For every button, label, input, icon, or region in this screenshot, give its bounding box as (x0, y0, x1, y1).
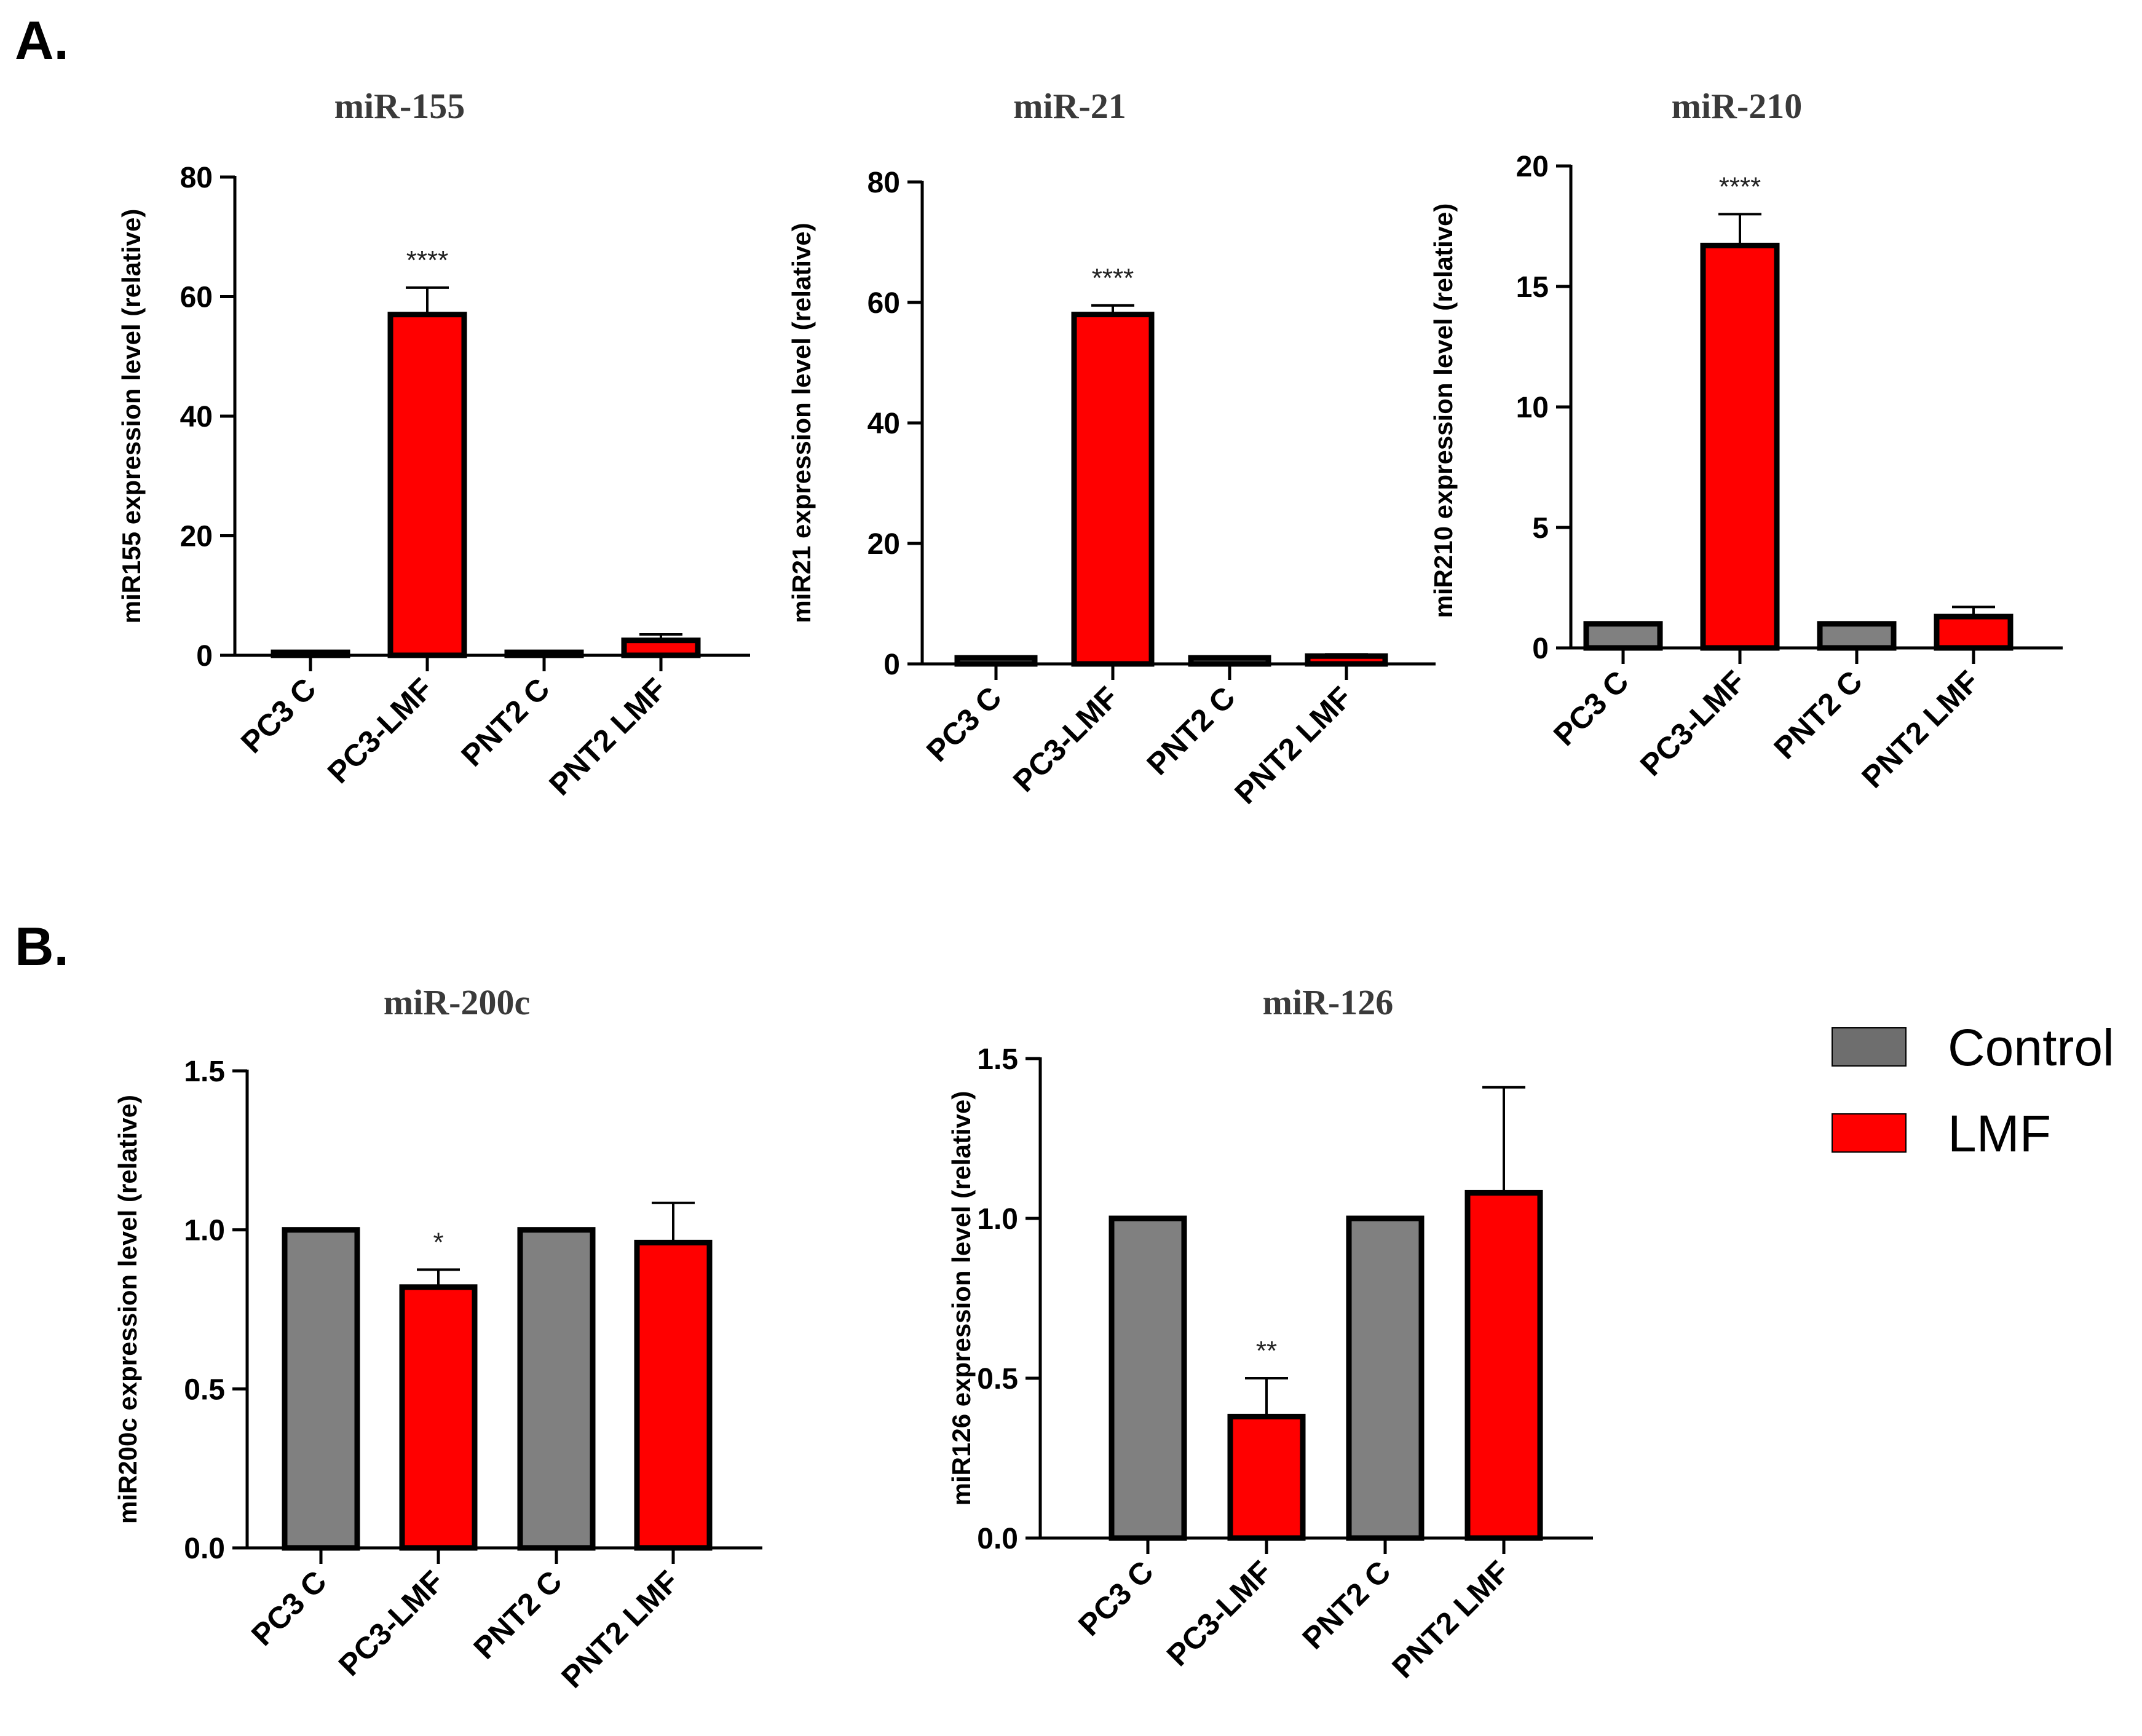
y-tick-label: 60 (180, 282, 213, 314)
bar-pnt2-c (1817, 621, 1897, 651)
y-tick-label: 1.0 (184, 1215, 225, 1247)
y-tick-label: 20 (1516, 151, 1549, 183)
y-tick-label: 0 (883, 649, 900, 681)
bar-pnt2-lmf (1464, 1190, 1543, 1541)
x-tick-label: PNT2 LMF (1228, 680, 1358, 810)
chart-mir-21: miR-21 miR21 expression level (relative) *… (787, 86, 1436, 811)
chart-mir-126: miR-126 miR126 expression level (relative… (947, 982, 1593, 1685)
bar-pnt2-lmf (621, 637, 701, 658)
legend-swatch-lmf (1832, 1113, 1907, 1153)
y-tick-label: 1.5 (977, 1043, 1018, 1076)
chart-title: miR-155 (334, 86, 465, 126)
significance-marker: **** (406, 245, 449, 275)
bar-pnt2-lmf (634, 1239, 713, 1551)
y-tick-label: 1.0 (977, 1203, 1018, 1236)
chart-title: miR-21 (1013, 86, 1126, 126)
y-tick-label: 0.5 (977, 1363, 1018, 1395)
chart-title: miR-200c (384, 982, 530, 1022)
significance-marker: **** (1092, 263, 1134, 293)
x-tick-label: PNT2 C (1295, 1554, 1397, 1655)
bar-pnt2-c (1346, 1215, 1425, 1541)
legend-label-lmf: LMF (1948, 1105, 2051, 1162)
x-tick-label: PC3 C (920, 680, 1008, 768)
y-tick-label: 80 (180, 162, 213, 194)
bar-pnt2-c (517, 1227, 596, 1551)
y-tick-label: 5 (1532, 512, 1549, 545)
legend-label-control: Control (1948, 1019, 2114, 1076)
chart-mir-210: miR-210 miR210 expression level (relative… (1429, 86, 2063, 795)
x-tick-label: PNT2 LMF (1855, 664, 1985, 794)
x-tick-label: PC3 C (245, 1564, 333, 1652)
chart-title: miR-126 (1263, 982, 1394, 1022)
chart-mir-200c: miR-200c miR200c expression level (relati… (113, 982, 762, 1695)
y-tick-label: 40 (867, 408, 900, 440)
x-tick-label: PNT2 C (467, 1564, 568, 1665)
legend: Control LMF (1832, 1019, 2114, 1162)
x-tick-label: PNT2 LMF (555, 1564, 685, 1694)
y-axis-label: miR155 expression level (relative) (117, 209, 146, 624)
y-axis-label: miR210 expression level (relative) (1429, 203, 1458, 618)
bar-pc3-lmf (1071, 312, 1155, 667)
y-tick-label: 0.0 (184, 1533, 225, 1565)
y-tick-label: 20 (180, 521, 213, 553)
significance-marker: * (433, 1227, 443, 1257)
y-tick-label: 10 (1516, 392, 1549, 424)
significance-marker: **** (1719, 172, 1761, 202)
x-tick-label: PC3 C (1547, 664, 1635, 752)
x-tick-label: PNT2 C (1767, 664, 1868, 765)
bar-pc3-c (282, 1227, 360, 1551)
x-tick-label: PNT2 C (1140, 680, 1241, 781)
bar-pc3-lmf (399, 1284, 478, 1551)
x-tick-label: PC3-LMF (1006, 680, 1125, 799)
chart-title: miR-210 (1672, 86, 1803, 126)
bar-pc3-lmf (1227, 1413, 1306, 1541)
y-axis-label: miR21 expression level (relative) (787, 223, 816, 623)
legend-swatch-control (1832, 1027, 1907, 1067)
y-tick-label: 80 (867, 167, 900, 199)
y-tick-label: 60 (867, 287, 900, 320)
x-tick-label: PNT2 LMF (1385, 1554, 1516, 1684)
charts-area: miR-155 miR155 expression level (relative… (113, 86, 2063, 1695)
y-axis-label: miR126 expression level (relative) (947, 1091, 976, 1506)
y-axis-label: miR200c expression level (relative) (113, 1095, 142, 1524)
x-tick-label: PC3-LMF (1160, 1554, 1279, 1673)
significance-marker: ** (1256, 1336, 1277, 1366)
panel-label-a: A. (15, 10, 69, 71)
panel-label-b: B. (15, 916, 69, 977)
x-tick-label: PNT2 C (454, 671, 556, 773)
y-tick-label: 40 (180, 401, 213, 433)
chart-mir-155: miR-155 miR155 expression level (relative… (117, 86, 750, 802)
y-tick-label: 0.0 (977, 1523, 1018, 1555)
bar-pc3-c (1583, 621, 1663, 651)
bar-pc3-c (1109, 1215, 1187, 1541)
bar-pnt2-lmf (1934, 614, 2014, 651)
bar-pc3-lmf (387, 312, 467, 658)
y-tick-label: 20 (867, 528, 900, 561)
y-tick-label: 0 (1532, 633, 1549, 665)
y-tick-label: 0.5 (184, 1373, 225, 1406)
x-tick-label: PC3 C (1072, 1554, 1160, 1643)
y-tick-label: 1.5 (184, 1055, 225, 1088)
x-tick-label: PC3-LMF (332, 1564, 451, 1683)
x-tick-label: PC3-LMF (1634, 664, 1752, 783)
x-tick-label: PC3 C (234, 671, 323, 760)
y-tick-label: 15 (1516, 271, 1549, 304)
bar-pc3-lmf (1700, 242, 1780, 651)
x-tick-label: PC3-LMF (321, 671, 440, 790)
y-tick-label: 0 (196, 640, 213, 673)
x-tick-label: PNT2 LMF (542, 671, 673, 802)
